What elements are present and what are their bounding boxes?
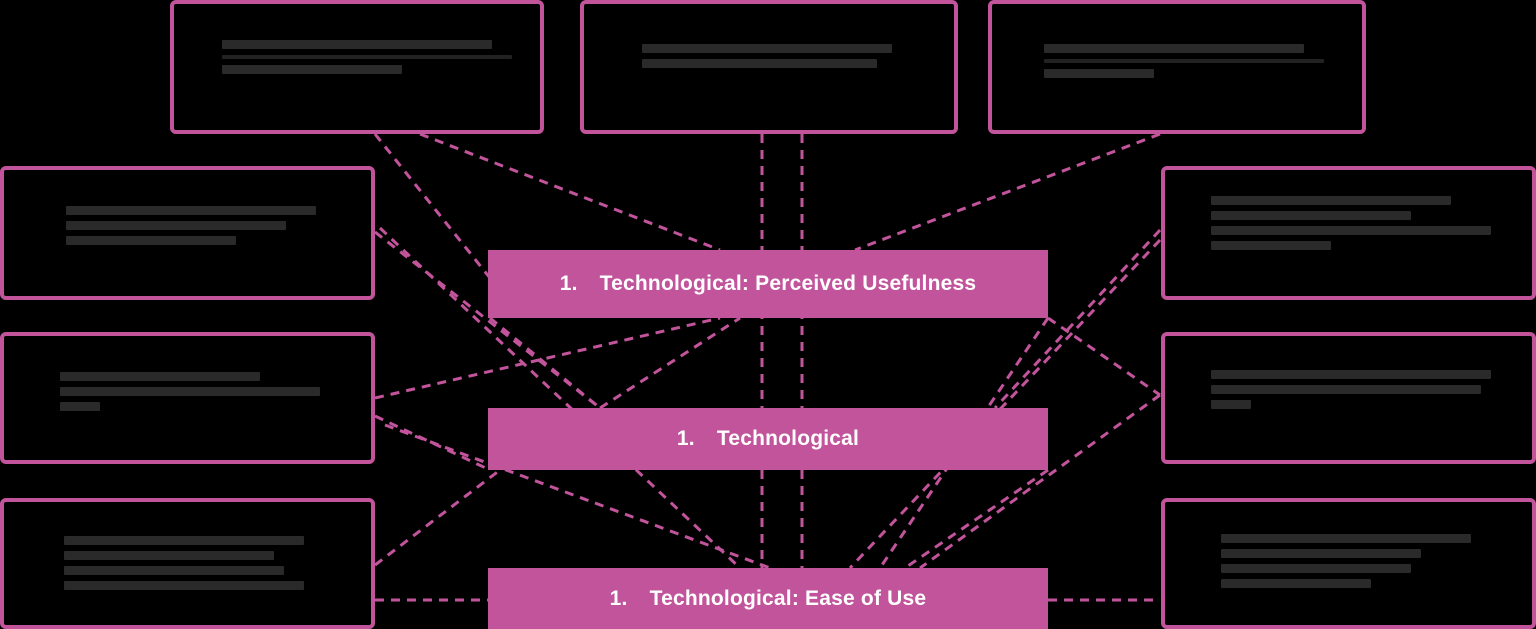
redacted-text: [60, 372, 330, 417]
outer-box-right-2: [1161, 332, 1536, 464]
center-box-ease-of-use: 1. Technological: Ease of Use: [488, 568, 1048, 629]
outer-box-left-3: [0, 498, 375, 629]
list-number: 1.: [676, 427, 695, 450]
redacted-text: [1211, 196, 1496, 256]
outer-box-left-2: [0, 332, 375, 464]
redacted-text: [66, 206, 316, 251]
outer-box-top-left: [170, 0, 544, 134]
center-box-label: Technological: Perceived Usefulness: [599, 272, 977, 295]
outer-box-top-right: [988, 0, 1366, 134]
redacted-text: [222, 40, 512, 80]
redacted-text: [1211, 370, 1496, 415]
center-box-label: Technological: Ease of Use: [649, 586, 927, 610]
outer-box-top-center: [580, 0, 958, 134]
redacted-text: [1044, 44, 1324, 84]
center-box-label: Technological: [716, 427, 860, 450]
outer-box-right-3: [1161, 498, 1536, 629]
list-number: 1.: [609, 586, 628, 610]
redacted-text: [1221, 534, 1481, 594]
list-number: 1.: [559, 272, 578, 295]
redacted-text: [64, 536, 314, 596]
outer-box-right-1: [1161, 166, 1536, 300]
center-box-perceived-usefulness: 1. Technological: Perceived Usefulness: [488, 250, 1048, 318]
center-box-technological: 1. Technological: [488, 408, 1048, 470]
redacted-text: [642, 44, 892, 74]
outer-box-left-1: [0, 166, 375, 300]
